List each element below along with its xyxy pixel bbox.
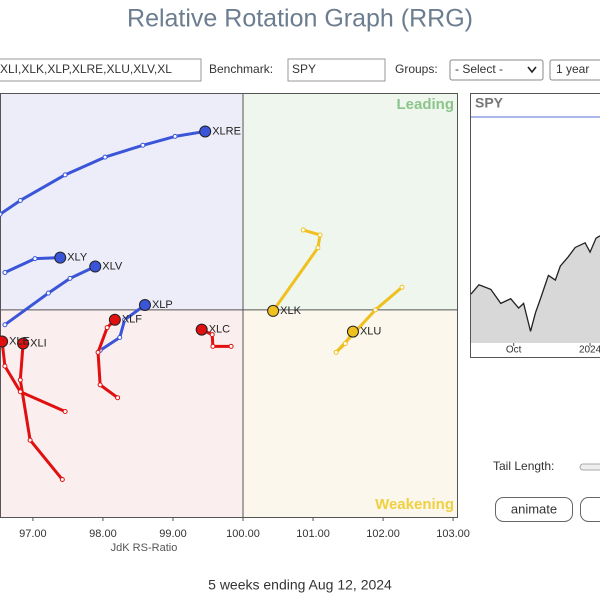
footer: 5 weeks ending Aug 12, 2024 [208, 577, 392, 593]
series-label: XLY [67, 252, 88, 264]
head-point [89, 260, 102, 273]
x-tick-label: 101.00 [296, 528, 330, 540]
tail-point [59, 477, 65, 483]
tail-slider[interactable] [579, 463, 600, 471]
tail-point [32, 256, 38, 262]
tail-point [17, 377, 23, 383]
series-label: XLK [280, 305, 301, 317]
tail-point [45, 290, 51, 296]
tail-point [122, 317, 128, 323]
tail-point [228, 343, 234, 349]
benchmark-text: SPY [292, 62, 316, 76]
tail-point [342, 340, 348, 346]
series-label: XLP [152, 299, 173, 311]
series-label: XLV [102, 260, 123, 272]
symbols-input[interactable] [0, 58, 202, 82]
series-label: XLC [209, 324, 230, 336]
series-label: XLU [360, 326, 381, 338]
groups-text: - Select - [455, 62, 503, 76]
x-tick-label: Oct [506, 345, 522, 356]
tail-point [67, 275, 73, 281]
next-button[interactable] [580, 497, 600, 522]
tail-line [0, 339, 67, 413]
x-tick-label: 98.00 [89, 528, 117, 540]
symbols-text: XLI,XLK,XLP,XLRE,XLU,XLV,XL [0, 62, 172, 76]
head-point [0, 335, 9, 348]
select-arrow [527, 66, 537, 74]
tail-point [315, 245, 321, 251]
plot-border [0, 93, 458, 518]
benchmark-input[interactable] [287, 58, 386, 82]
tail-point [62, 408, 68, 414]
quadrant-weakening [243, 309, 458, 517]
tail-point [210, 343, 216, 349]
tail-point [102, 154, 108, 160]
tail-line [3, 265, 97, 327]
head-point [346, 325, 359, 338]
x-tick-label: 97.00 [19, 528, 47, 540]
panel-title: SPY [475, 95, 504, 111]
period-text: 1 year [556, 62, 589, 76]
period-select[interactable] [549, 59, 600, 81]
head-point [199, 125, 212, 138]
tail-point [372, 307, 378, 313]
tail-point [115, 395, 121, 401]
tail-length-label: Tail Length: [493, 459, 554, 473]
tail-point [300, 227, 306, 233]
quadrant-lagging [0, 309, 244, 517]
x-tick-label: 2024 [579, 345, 600, 356]
series-label: XLRE [212, 125, 241, 137]
price-area [471, 235, 600, 343]
tail-point [17, 197, 23, 203]
tail-point [95, 349, 101, 355]
quadrant-label: Weakening [375, 496, 454, 513]
benchmark-label: Benchmark: [209, 62, 273, 76]
tail-point [104, 325, 110, 331]
x-tick-label: 103.00 [436, 528, 470, 540]
tail-point [62, 172, 68, 178]
tail-point [172, 133, 178, 139]
tail-point [0, 211, 3, 217]
tail-point [117, 335, 123, 341]
head-point [195, 323, 208, 336]
animate-text: animate [511, 501, 557, 516]
groups-select[interactable] [449, 59, 544, 81]
series-label: XLE [9, 335, 30, 347]
x-tick-label: 100.00 [226, 528, 260, 540]
page-title: Relative Rotation Graph (RRG) [127, 5, 473, 33]
series-label: XLI [30, 337, 47, 349]
tail-point [333, 349, 339, 355]
quadrant-improving [0, 93, 244, 310]
tail-line [98, 303, 147, 352]
head-point [138, 299, 151, 311]
tail-point [2, 269, 8, 275]
x-axis-label: JdK RS-Ratio [111, 542, 178, 554]
tail-point [399, 284, 405, 290]
groups-label: Groups: [395, 62, 438, 76]
tail-point [27, 437, 33, 443]
tail-point [2, 322, 8, 328]
quadrant-leading [243, 93, 458, 310]
price-line [470, 235, 600, 332]
tail-point [2, 363, 8, 369]
tail-point [17, 389, 23, 395]
animate-button[interactable] [495, 497, 573, 522]
quadrant-label: Leading [396, 96, 454, 113]
x-tick-label: 99.00 [159, 528, 187, 540]
head-point [267, 304, 280, 317]
head-point [54, 251, 67, 264]
head-point [108, 313, 121, 326]
tail-point [140, 142, 146, 148]
tail-point [317, 232, 323, 238]
tail-point [209, 332, 215, 338]
tail-line [18, 341, 64, 482]
tail-point [97, 382, 103, 388]
x-tick-label: 102.00 [366, 528, 400, 540]
series-label: XLF [122, 314, 142, 326]
tail-line [271, 228, 322, 313]
head-point [17, 337, 30, 350]
